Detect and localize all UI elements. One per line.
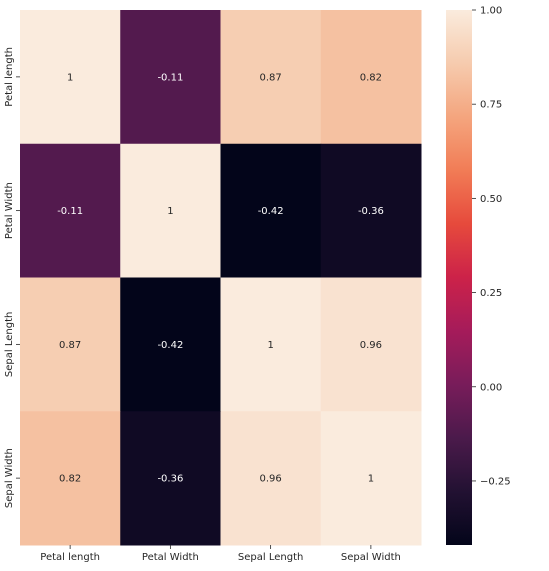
colorbar-tick-label: 0.75 (480, 100, 502, 111)
y-tick-label: Petal length (4, 47, 15, 107)
y-tick-label: Sepal Length (4, 312, 15, 377)
heatmap-cell (120, 411, 221, 546)
heatmap-cell (220, 277, 322, 412)
x-axis-ticks: Petal length Petal Width Sepal Length Sepal… (40, 545, 401, 563)
cell-annotation: 0.96 (259, 474, 281, 485)
cell-annotation: 0.87 (59, 340, 81, 351)
cell-annotations: 1 -0.11 0.87 0.82 -0.11 1 -0.42 -0.36 0.87 -0.42 1… (57, 72, 384, 484)
cell-annotation: -0.36 (157, 474, 183, 485)
cell-annotation: 0.87 (259, 72, 281, 83)
colorbar-tick-label: 0.50 (480, 194, 502, 205)
x-tick-label: Sepal Length (238, 552, 303, 563)
colorbar-tick-label: 1.00 (480, 6, 502, 17)
cell-annotation: -0.36 (358, 206, 384, 217)
y-axis-ticks: Petal length Petal Width Sepal Length Sepal… (4, 47, 20, 508)
cell-annotation: 1 (167, 206, 173, 217)
cell-annotation: 1 (368, 474, 374, 485)
heatmap-cell (320, 277, 422, 412)
heatmap-cell (120, 143, 221, 278)
y-tick-label: Sepal Width (4, 448, 15, 508)
colorbar: 1.00 0.75 0.50 0.25 0.00 −0.25 (446, 6, 511, 545)
heatmap-cell (20, 143, 121, 278)
heatmap-cell (120, 10, 221, 145)
x-tick-label: Sepal Width (341, 552, 401, 563)
cell-annotation: -0.42 (258, 206, 284, 217)
heatmap-cell (220, 411, 322, 546)
heatmap-cells (20, 10, 422, 546)
colorbar-gradient (446, 10, 472, 545)
cell-annotation: 0.96 (360, 340, 382, 351)
cell-annotation: -0.11 (157, 72, 183, 83)
heatmap-cell (320, 411, 422, 546)
y-tick-label: Petal Width (4, 182, 15, 239)
heatmap-cell (320, 10, 422, 145)
heatmap-cell (320, 143, 422, 278)
heatmap-cell (120, 277, 221, 412)
x-tick-label: Petal Width (142, 552, 199, 563)
cell-annotation: 1 (67, 72, 73, 83)
heatmap-cell (220, 143, 322, 278)
heatmap-cell (20, 411, 121, 546)
cell-annotation: -0.11 (57, 206, 83, 217)
heatmap-cell (20, 277, 121, 412)
heatmap-cell (220, 10, 322, 145)
colorbar-tick-label: 0.00 (480, 382, 502, 393)
x-tick-label: Petal length (40, 552, 100, 563)
cell-annotation: 0.82 (360, 72, 382, 83)
heatmap-cell (20, 10, 121, 145)
colorbar-tick-label: 0.25 (480, 288, 502, 299)
colorbar-tick-label: −0.25 (480, 476, 511, 487)
cell-annotation: 0.82 (59, 474, 81, 485)
cell-annotation: -0.42 (157, 340, 183, 351)
cell-annotation: 1 (267, 340, 273, 351)
